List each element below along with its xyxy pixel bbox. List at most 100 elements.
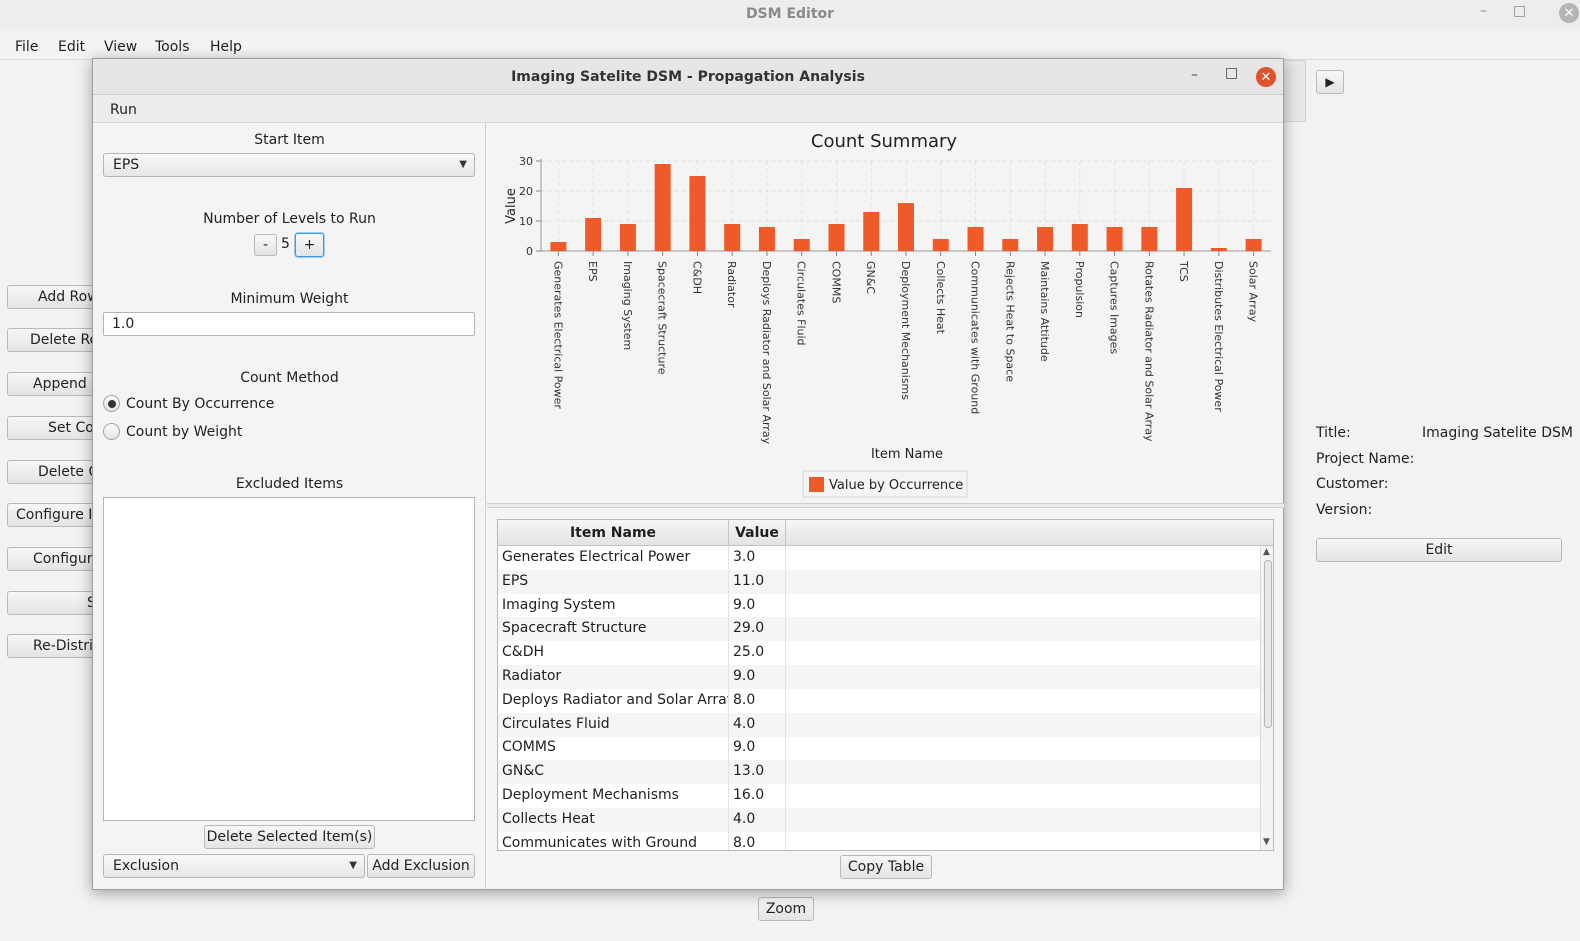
main-maximize-button[interactable]: □ <box>1513 3 1527 19</box>
cell-value: 8.0 <box>729 831 786 850</box>
x-tick-label: Solar Array <box>1247 261 1260 323</box>
cell-value: 9.0 <box>729 736 786 761</box>
table-row[interactable]: Generates Electrical Power 3.0 <box>498 546 1260 570</box>
cell-item-name: EPS <box>498 569 729 594</box>
main-minimize-button[interactable]: – <box>1480 3 1487 19</box>
bar <box>1141 227 1158 251</box>
bar <box>1210 248 1227 251</box>
x-tick-label: C&DH <box>690 261 703 294</box>
table-row[interactable]: Radiator 9.0 <box>498 665 1260 689</box>
bar <box>793 239 810 251</box>
cell-item-name: Spacecraft Structure <box>498 617 729 642</box>
column-header-value[interactable]: Value <box>729 520 786 546</box>
cell-value: 9.0 <box>729 593 786 618</box>
count-by-occurrence-radio[interactable] <box>103 395 120 412</box>
exclusion-combo-value: Exclusion <box>113 858 179 874</box>
x-tick-label: Rotates Radiator and Solar Array <box>1142 261 1155 442</box>
cell-value: 25.0 <box>729 641 786 666</box>
bar <box>863 212 880 251</box>
cell-item-name: Communicates with Ground <box>498 831 729 850</box>
minimum-weight-input[interactable]: 1.0 <box>103 312 475 336</box>
bar <box>654 164 671 251</box>
x-tick-label: Circulates Fluid <box>795 261 808 346</box>
copy-table-button[interactable]: Copy Table <box>840 855 932 879</box>
bar <box>1071 224 1088 251</box>
exclusion-combo[interactable]: Exclusion ▼ <box>103 854 365 878</box>
bar <box>585 218 602 251</box>
cell-value: 3.0 <box>729 546 786 570</box>
table-row[interactable]: C&DH 25.0 <box>498 641 1260 666</box>
y-tick-label: 30 <box>519 155 533 168</box>
scroll-down-icon[interactable]: ▼ <box>1263 837 1270 847</box>
dialog-close-button[interactable]: ✕ <box>1256 67 1276 87</box>
edit-button[interactable]: Edit <box>1316 538 1562 562</box>
cell-value: 9.0 <box>729 665 786 689</box>
table-row[interactable]: Deployment Mechanisms 16.0 <box>498 784 1260 808</box>
menu-view[interactable]: View <box>104 39 138 55</box>
count-by-weight-option[interactable]: Count by Weight <box>103 423 242 440</box>
column-header-item-name[interactable]: Item Name <box>498 520 729 546</box>
start-item-combo[interactable]: EPS ▼ <box>103 153 475 177</box>
table-header: Item Name Value <box>498 520 1273 546</box>
x-tick-label: EPS <box>586 261 599 282</box>
table-row[interactable]: EPS 11.0 <box>498 569 1260 594</box>
count-by-occurrence-label: Count By Occurrence <box>126 395 275 412</box>
close-icon: ✕ <box>1260 69 1272 85</box>
levels-decrement-button[interactable]: - <box>254 234 277 256</box>
count-by-weight-radio[interactable] <box>103 423 120 440</box>
menu-tools[interactable]: Tools <box>155 39 190 55</box>
play-button[interactable]: ▶ <box>1316 70 1344 94</box>
bar <box>689 176 706 251</box>
main-close-button[interactable]: ✕ <box>1559 3 1579 23</box>
scrollbar-thumb[interactable] <box>1264 560 1272 728</box>
excluded-items-label: Excluded Items <box>235 476 344 492</box>
x-tick-label: Spacecraft Structure <box>656 261 669 375</box>
y-tick-label: 20 <box>519 185 533 198</box>
menu-run[interactable]: Run <box>110 102 137 118</box>
table-scrollbar[interactable]: ▲ ▼ <box>1260 546 1273 850</box>
count-summary-chart: Count Summary 0 10 20 30 Generates Electrical… <box>504 131 1271 498</box>
table-row[interactable]: Imaging System 9.0 <box>498 593 1260 618</box>
radio-selected-dot <box>107 399 116 408</box>
x-tick-label: Imaging System <box>621 261 634 350</box>
cell-value: 16.0 <box>729 784 786 808</box>
legend-entry: Value by Occurrence <box>829 478 963 493</box>
excluded-items-list[interactable] <box>103 497 475 821</box>
table-row[interactable]: Communicates with Ground 8.0 <box>498 831 1260 850</box>
table-row[interactable]: Circulates Fluid 4.0 <box>498 712 1260 737</box>
dialog-minimize-button[interactable]: – <box>1191 67 1198 83</box>
x-tick-label: Deploys Radiator and Solar Array <box>760 261 773 445</box>
main-titlebar: DSM Editor – □ ✕ <box>0 0 1580 31</box>
levels-increment-button[interactable]: + <box>295 233 324 257</box>
cell-item-name: Radiator <box>498 665 729 689</box>
scroll-up-icon[interactable]: ▲ <box>1263 547 1270 557</box>
split-pane-divider[interactable] <box>487 503 1284 508</box>
table-row[interactable]: COMMS 9.0 <box>498 736 1260 761</box>
start-item-label: Start Item <box>254 132 325 148</box>
add-exclusion-button[interactable]: Add Exclusion <box>367 854 475 878</box>
chevron-down-icon: ▼ <box>459 159 467 170</box>
bar <box>898 203 914 251</box>
table-body: Generates Electrical Power 3.0 EPS 11.0 Imag… <box>498 546 1260 850</box>
count-by-occurrence-option[interactable]: Count By Occurrence <box>103 395 274 412</box>
chevron-down-icon: ▼ <box>349 860 357 871</box>
results-table: Item Name Value Generates Electrical Pow… <box>497 519 1274 851</box>
delete-selected-items-button[interactable]: Delete Selected Item(s) <box>204 825 375 849</box>
table-row[interactable]: Spacecraft Structure 29.0 <box>498 617 1260 642</box>
info-customer-label: Customer: <box>1316 476 1389 492</box>
minimum-weight-label: Minimum Weight <box>230 291 349 307</box>
table-row[interactable]: Deploys Radiator and Solar Array 8.0 <box>498 688 1260 713</box>
bar <box>1106 227 1123 251</box>
table-row[interactable]: Collects Heat 4.0 <box>498 807 1260 832</box>
x-tick-label: Communicates with Ground <box>969 261 982 414</box>
menu-file[interactable]: File <box>15 39 39 55</box>
bar <box>1176 188 1193 251</box>
table-row[interactable]: GN&C 13.0 <box>498 760 1260 785</box>
count-summary-chart-area: Count Summary 0 10 20 30 Generates Electrical… <box>487 123 1284 503</box>
cell-item-name: Generates Electrical Power <box>498 546 729 570</box>
zoom-button[interactable]: Zoom <box>758 897 814 921</box>
menu-help[interactable]: Help <box>210 39 242 55</box>
dialog-maximize-button[interactable]: □ <box>1225 65 1239 81</box>
cell-item-name: Circulates Fluid <box>498 712 729 737</box>
menu-edit[interactable]: Edit <box>58 39 86 55</box>
